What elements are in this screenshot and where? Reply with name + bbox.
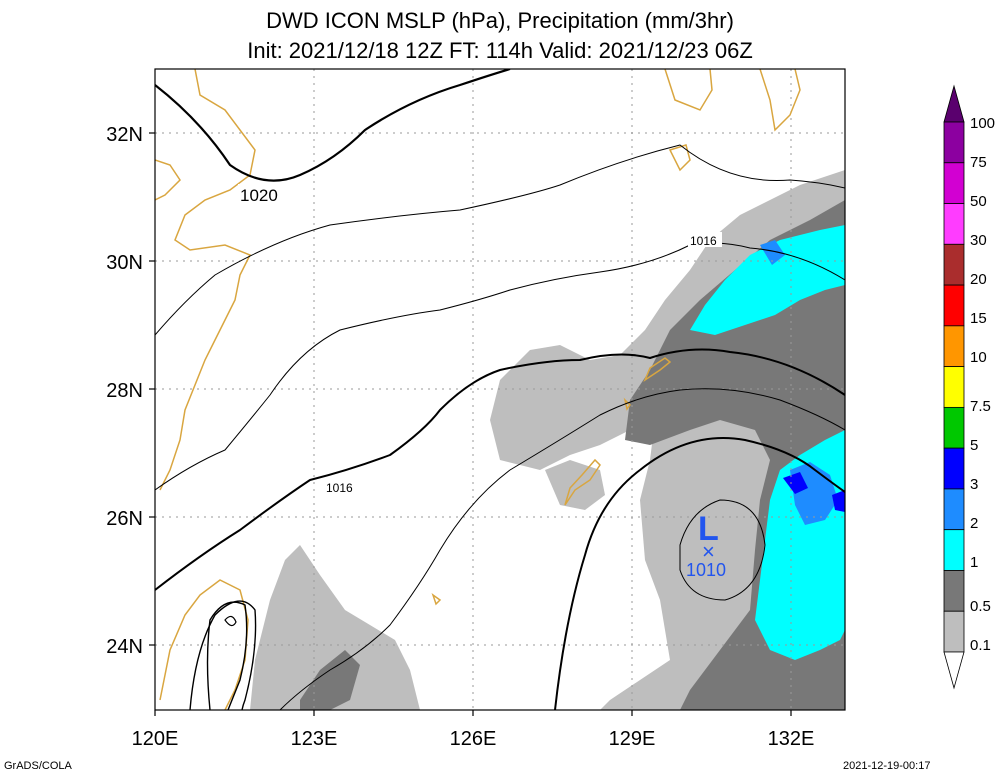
contour-label-bg-1016-south xyxy=(324,479,358,494)
lat-label-28n: 28N xyxy=(106,380,143,402)
coastline-kyushu-east xyxy=(759,69,801,132)
colorbar-box xyxy=(943,121,965,164)
coastline-okinawa xyxy=(564,458,601,506)
grid-lines xyxy=(155,69,845,710)
precip-patch-south xyxy=(250,545,420,710)
colorbar-label-50: 50 xyxy=(970,193,987,210)
lon-label-126e: 126E xyxy=(450,728,497,750)
coastline-amami xyxy=(643,357,672,382)
colorbar-label-100: 100 xyxy=(970,115,995,132)
colorbar-labels: 100 75 50 30 20 15 10 7.5 5 3 2 1 0.5 0.… xyxy=(970,115,995,654)
low-center-marker: × xyxy=(702,539,715,564)
isobar-1018 xyxy=(155,144,845,336)
colorbar-label-3: 3 xyxy=(970,476,978,493)
precip-core-2mm-north xyxy=(760,240,785,265)
coastline-osumi xyxy=(668,144,691,172)
lat-tick-labels: 24N 26N 28N 30N 32N xyxy=(106,124,143,658)
colorbar-label-75: 75 xyxy=(970,154,987,171)
colorbar: 100 75 50 30 20 15 10 7.5 5 3 2 1 0.5 0.… xyxy=(943,84,995,690)
precip-band-cyan-north xyxy=(690,225,845,335)
isobar-taiwan-inner xyxy=(189,600,257,710)
colorbar-label-0-1: 0.1 xyxy=(970,637,991,654)
colorbar-box xyxy=(943,529,965,571)
lat-label-26n: 26N xyxy=(106,508,143,530)
lon-label-129e: 129E xyxy=(609,728,656,750)
contour-labels: 1020 1016 1016 xyxy=(238,184,722,495)
colorbar-label-20: 20 xyxy=(970,271,987,288)
lat-label-32n: 32N xyxy=(106,124,143,146)
colorbar-box xyxy=(943,325,965,368)
isobar-1020 xyxy=(155,69,511,182)
isobar-taiwan-cell xyxy=(224,615,237,627)
coastline-china xyxy=(159,69,256,491)
colorbar-label-15: 15 xyxy=(970,310,987,327)
colorbar-box xyxy=(943,243,965,286)
footer-timestamp: 2021-12-19-00:17 xyxy=(843,760,931,772)
low-pressure-center: L × 1010 xyxy=(686,510,726,580)
isobar-1014 xyxy=(554,437,845,710)
coastline-taiwan xyxy=(159,579,249,710)
colorbar-label-10: 10 xyxy=(970,349,987,366)
coastline-china-inlet xyxy=(155,159,181,201)
colorbar-box xyxy=(943,284,965,327)
lat-label-30n: 30N xyxy=(106,252,143,274)
contour-label-1020: 1020 xyxy=(240,186,278,205)
low-pressure-value: 1010 xyxy=(686,560,726,580)
colorbar-label-7-5: 7.5 xyxy=(970,398,991,415)
contour-label-bg-1020 xyxy=(238,184,286,204)
isobar-taiwan-outer xyxy=(206,601,248,710)
isobar-1010 xyxy=(679,499,766,601)
isobar-1017 xyxy=(155,242,845,491)
contour-label-1016-north: 1016 xyxy=(690,234,717,248)
colorbar-box xyxy=(943,203,965,245)
precip-core-3mm xyxy=(783,472,808,494)
colorbar-label-30: 30 xyxy=(970,232,987,249)
precip-patch-mid xyxy=(545,460,605,510)
colorbar-label-5: 5 xyxy=(970,437,978,454)
colorbar-box xyxy=(943,651,965,690)
lon-label-132e: 132E xyxy=(768,728,815,750)
isobar-1015 xyxy=(279,388,845,710)
lon-ticks xyxy=(154,710,792,716)
contour-label-1016-south: 1016 xyxy=(326,481,353,495)
map-title: DWD ICON MSLP (hPa), Precipitation (mm/3… xyxy=(266,8,734,33)
colorbar-box xyxy=(943,570,965,612)
colorbar-box xyxy=(943,366,965,408)
colorbar-box xyxy=(943,84,965,123)
coastline-kyushu xyxy=(664,69,713,111)
lat-ticks xyxy=(149,132,155,646)
lon-tick-labels: 120E 123E 126E 129E 132E xyxy=(132,728,815,750)
colorbar-box xyxy=(943,406,965,449)
colorbar-box xyxy=(943,610,965,653)
colorbar-box xyxy=(943,447,965,490)
lon-label-123e: 123E xyxy=(291,728,338,750)
isobars xyxy=(155,69,845,710)
contour-label-bg-1016-north xyxy=(688,232,722,247)
low-symbol: L xyxy=(698,510,719,548)
colorbar-box xyxy=(943,488,965,531)
isobar-1016 xyxy=(155,348,845,591)
coastline-islet xyxy=(431,593,442,606)
colorbar-label-2: 2 xyxy=(970,515,978,532)
footer-software-label: GrADS/COLA xyxy=(4,760,72,772)
lat-label-24n: 24N xyxy=(106,636,143,658)
map-subtitle: Init: 2021/12/18 12Z FT: 114h Valid: 202… xyxy=(247,38,753,63)
colorbar-label-0-5: 0.5 xyxy=(970,598,991,615)
colorbar-label-1: 1 xyxy=(970,554,978,571)
colorbar-boxes xyxy=(943,84,965,690)
precip-patch-south-dark xyxy=(300,650,360,710)
lon-label-120e: 120E xyxy=(132,728,179,750)
colorbar-box xyxy=(943,162,965,204)
precip-core-3mm-east xyxy=(832,490,845,512)
